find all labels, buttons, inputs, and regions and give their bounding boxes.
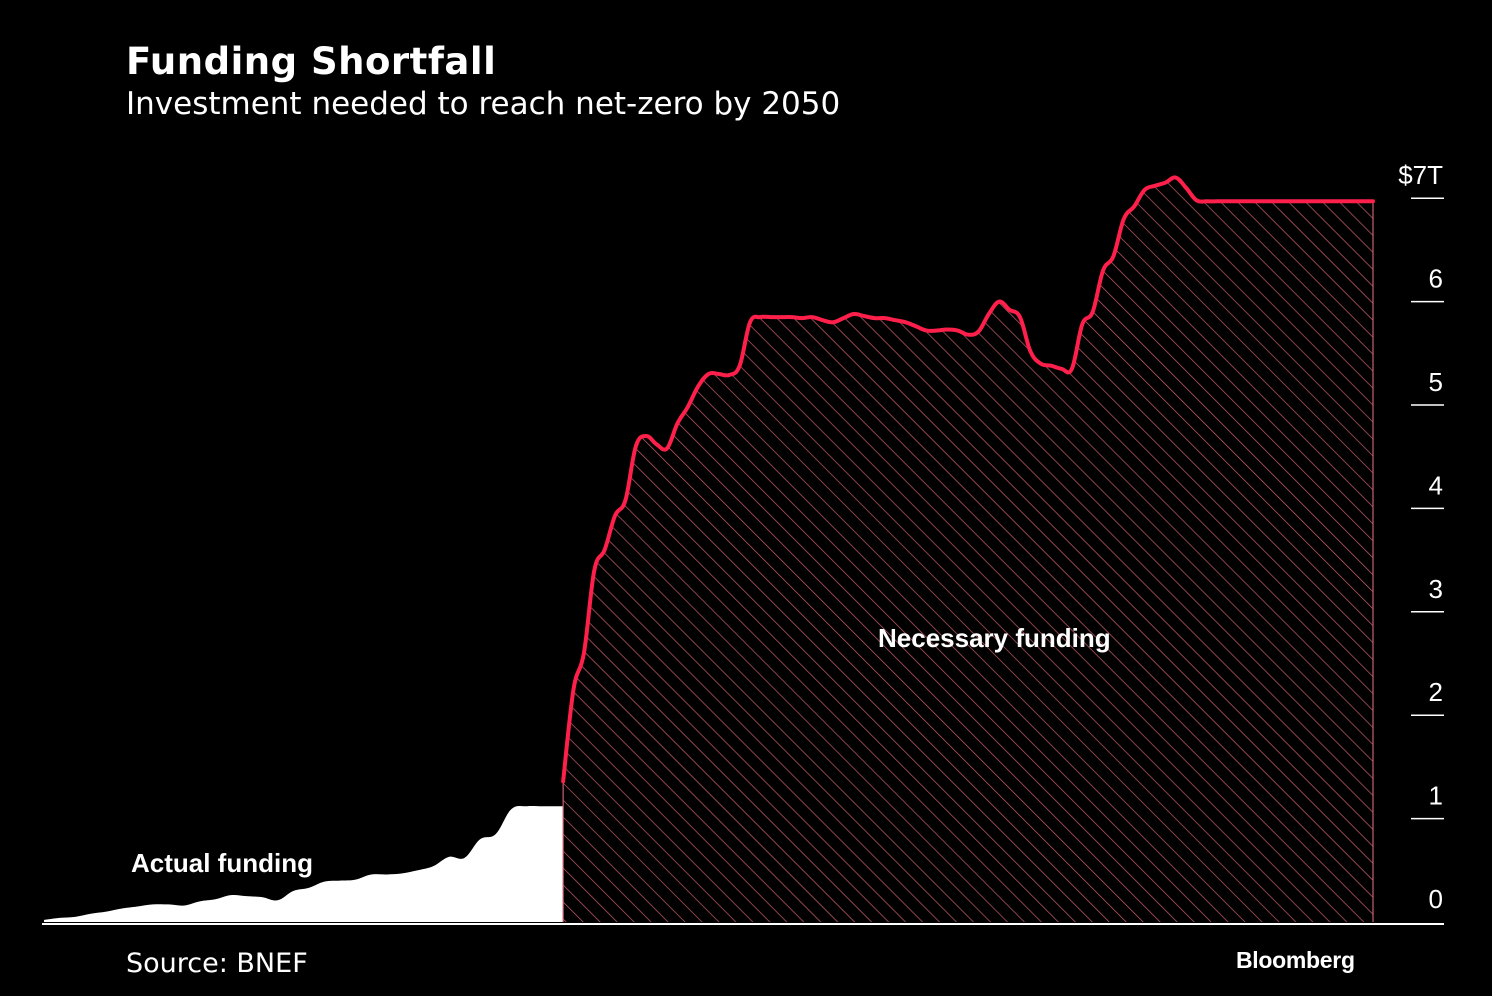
annotations: Actual funding Necessary funding (131, 623, 1111, 878)
y-tick-label: 0 (1429, 884, 1443, 914)
bloomberg-logo: Bloomberg (1236, 947, 1355, 973)
necessary-funding-area (563, 177, 1373, 922)
necessary-funding-line (561, 175, 1375, 784)
y-tick-label: 5 (1429, 367, 1443, 397)
y-tick-label: 6 (1429, 264, 1443, 294)
y-tick-label: 3 (1429, 574, 1443, 604)
necessary-funding-label: Necessary funding (878, 623, 1111, 653)
y-tick-label: 4 (1429, 470, 1443, 500)
y-tick-label: 1 (1429, 781, 1443, 811)
plot-area (44, 175, 1375, 922)
y-tick-label: $7T (1398, 160, 1443, 190)
actual-funding-area (44, 805, 564, 922)
chart-title: Funding Shortfall (126, 40, 497, 83)
y-tick-label: 2 (1429, 677, 1443, 707)
source-note: Source: BNEF (126, 948, 308, 979)
chart-subtitle: Investment needed to reach net-zero by 2… (126, 86, 841, 122)
actual-funding-label: Actual funding (131, 848, 313, 878)
y-axis: $7T 6 5 4 3 2 1 0 (42, 160, 1444, 925)
